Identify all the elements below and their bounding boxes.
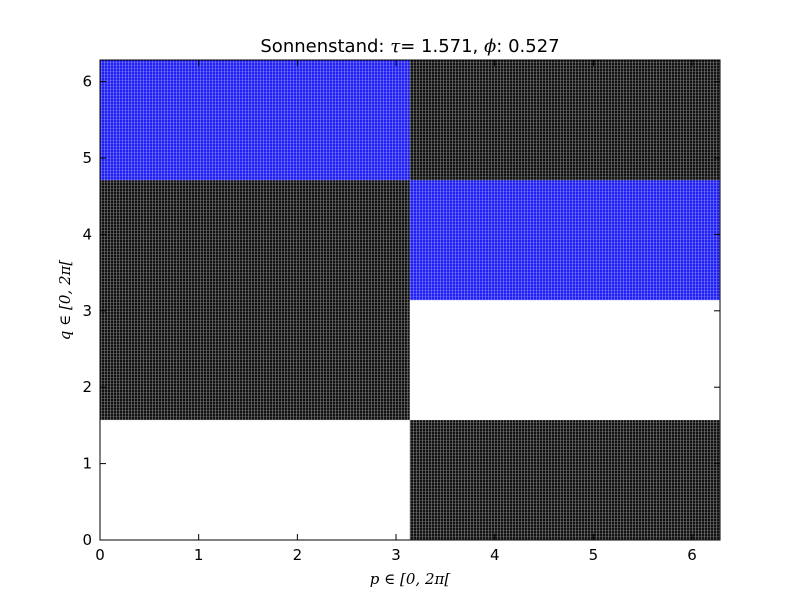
y-tick-label: 3 <box>82 302 92 320</box>
x-tick-label: 3 <box>391 546 401 564</box>
y-tick-label: 5 <box>82 149 92 167</box>
x-axis-label: p ∈ [0, 2π[ <box>370 570 451 588</box>
heatmap-region-black <box>409 420 720 540</box>
y-tick-label: 2 <box>82 378 92 396</box>
heatmap-region-black <box>409 60 720 181</box>
x-tick-label: 4 <box>490 546 500 564</box>
heatmap-region-blue <box>100 60 410 181</box>
y-axis-ticks: 0 1 2 3 4 5 6 <box>82 73 720 549</box>
x-tick-label: 0 <box>95 546 105 564</box>
x-axis-ticks: 0 1 2 3 4 5 6 <box>95 60 697 564</box>
x-tick-label: 5 <box>589 546 599 564</box>
y-tick-label: 1 <box>82 455 92 473</box>
x-tick-label: 2 <box>293 546 303 564</box>
y-tick-label: 0 <box>82 531 92 549</box>
x-tick-label: 1 <box>194 546 204 564</box>
y-axis-label: q ∈ [0, 2π[ <box>56 260 74 341</box>
heatmap-regions <box>100 60 720 540</box>
heatmap-region-white <box>100 420 410 540</box>
heatmap-region-black <box>100 180 410 421</box>
x-tick-label: 6 <box>687 546 697 564</box>
y-tick-label: 6 <box>82 73 92 91</box>
heatmap-region-white <box>409 300 720 421</box>
heatmap-region-blue <box>409 180 720 301</box>
y-tick-label: 4 <box>82 225 92 243</box>
chart-title: Sonnenstand: τ= 1.571, ϕ: 0.527 <box>260 36 559 57</box>
plot-frame <box>99 59 721 541</box>
